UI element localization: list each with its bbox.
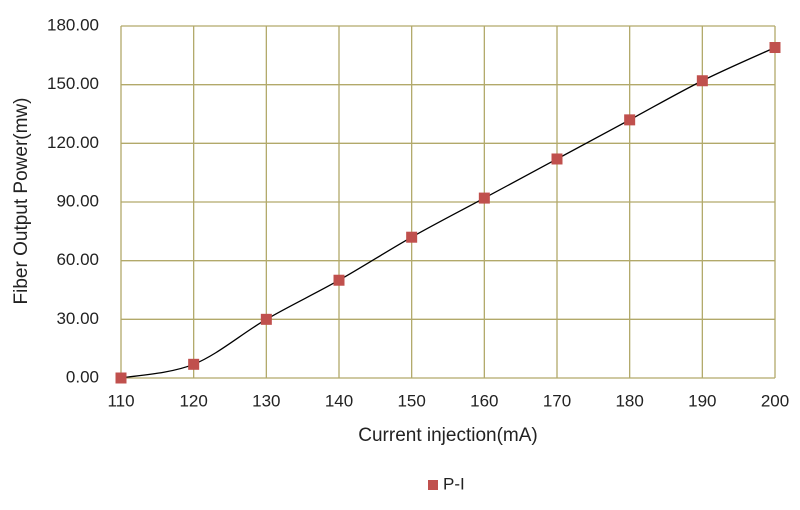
y-tick-label: 180.00 xyxy=(47,15,99,34)
x-tick-label: 200 xyxy=(761,391,789,410)
x-tick-label: 150 xyxy=(397,391,425,410)
x-tick-label: 160 xyxy=(470,391,498,410)
data-point xyxy=(478,192,490,204)
data-point xyxy=(769,42,781,54)
data-point xyxy=(624,114,636,126)
y-tick-label: 150.00 xyxy=(47,74,99,93)
x-axis-label: Current injection(mA) xyxy=(358,425,538,446)
y-tick-label: 0.00 xyxy=(66,367,99,386)
data-point xyxy=(188,358,200,370)
y-axis-label: Fiber Output Power(mw) xyxy=(11,98,32,305)
data-point xyxy=(696,75,708,87)
data-point xyxy=(551,153,563,165)
legend-marker xyxy=(428,480,438,490)
data-point xyxy=(406,231,418,243)
x-tick-label: 110 xyxy=(107,391,134,410)
x-tick-label: 130 xyxy=(252,391,280,410)
data-point xyxy=(260,313,272,325)
x-tick-label: 180 xyxy=(615,391,643,410)
y-tick-label: 90.00 xyxy=(56,191,99,210)
y-tick-label: 60.00 xyxy=(56,250,99,269)
trendline xyxy=(120,46,776,379)
x-tick-label: 170 xyxy=(543,391,571,410)
x-tick-label: 190 xyxy=(688,391,716,410)
x-tick-label: 120 xyxy=(179,391,207,410)
y-tick-label: 30.00 xyxy=(56,309,99,328)
y-tick-label: 120.00 xyxy=(47,133,99,152)
legend-label: P-I xyxy=(443,474,465,493)
data-point xyxy=(115,372,127,384)
x-tick-label: 140 xyxy=(325,391,353,410)
data-point xyxy=(333,274,345,286)
